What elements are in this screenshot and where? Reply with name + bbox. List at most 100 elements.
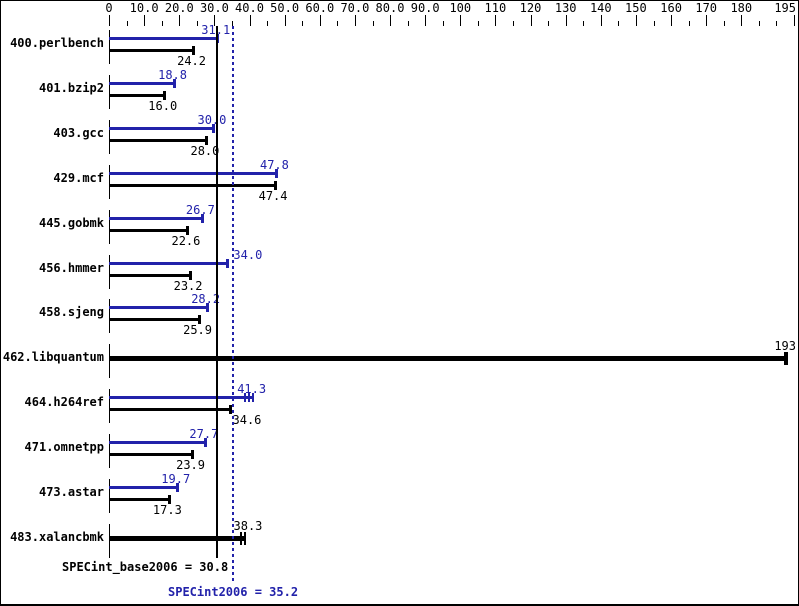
axis-major-tick [214, 15, 216, 26]
base-bar [109, 49, 194, 52]
axis-minor-tick [337, 21, 339, 26]
peak-bar [109, 441, 207, 444]
axis-minor-tick [653, 21, 655, 26]
row-axis-line [109, 75, 110, 109]
base-bar [109, 453, 193, 456]
axis-minor-tick [618, 21, 620, 26]
value-bar [109, 536, 244, 541]
axis-minor-tick [776, 21, 778, 26]
benchmark-label: 458.sjeng [38, 305, 104, 319]
benchmark-label: 456.hmmer [38, 261, 104, 275]
value-label: 193 [774, 339, 796, 353]
peak-bar [109, 217, 203, 220]
base-bar-endcap [205, 136, 209, 145]
axis-minor-tick [688, 21, 690, 26]
axis-minor-tick [302, 21, 304, 26]
axis-minor-tick [442, 21, 444, 26]
axis-tick-label: 20.0 [164, 1, 194, 15]
axis-minor-tick [477, 21, 479, 26]
axis-major-tick [530, 15, 532, 26]
axis-tick-label: 30.0 [199, 1, 229, 15]
axis-major-tick [284, 15, 286, 26]
base-value-label: 24.2 [177, 54, 206, 68]
axis-major-tick [144, 15, 146, 26]
peak-bar-endcap [204, 438, 208, 447]
peak-value-label: 34.0 [233, 248, 263, 262]
axis-major-tick [671, 15, 673, 26]
axis-minor-tick [126, 21, 128, 26]
peak-value-label: 31.1 [190, 24, 230, 37]
peak-bar [109, 306, 209, 309]
base-bar-endcap [192, 46, 195, 55]
value-bar-endcap [243, 532, 246, 545]
base-bar [109, 139, 208, 142]
base-value-label: 23.9 [176, 458, 205, 472]
axis-major-tick [425, 15, 427, 26]
axis-minor-tick [758, 21, 760, 26]
benchmark-label: 462.libquantum [2, 350, 104, 364]
axis-tick-label: 10.0 [129, 1, 159, 15]
summary-peak-score: SPECint2006 = 35.2 [168, 585, 299, 599]
axis-tick-label: 70.0 [340, 1, 370, 15]
base-bar [109, 274, 191, 277]
axis-major-tick [635, 15, 637, 26]
peak-value-label: 26.7 [185, 203, 215, 217]
axis-major-tick [460, 15, 462, 26]
base-value-label: 25.9 [183, 323, 212, 337]
axis-tick-label: 130 [554, 1, 577, 15]
axis-major-tick [495, 15, 497, 26]
axis-tick-label: 110 [484, 1, 507, 15]
benchmark-label: 445.gobmk [38, 216, 104, 230]
base-bar [109, 229, 189, 232]
peak-bar [109, 486, 179, 489]
axis-major-tick [794, 15, 795, 26]
axis-tick-label: 90.0 [410, 1, 440, 15]
row-axis-line [109, 165, 110, 199]
axis-tick-label: 195 [774, 1, 796, 15]
axis-minor-tick [407, 21, 409, 26]
summary-base-score: SPECint_base2006 = 30.8 [62, 560, 229, 574]
base-bar-endcap [167, 495, 171, 504]
base-value-label: 47.4 [258, 189, 288, 203]
base-bar [109, 184, 276, 187]
peak-value-label: 28.2 [191, 292, 221, 306]
peak-value-label: 30.0 [197, 113, 227, 127]
axis-minor-tick [513, 21, 514, 26]
peak-bar-endcap [244, 393, 247, 402]
row-axis-line [109, 524, 110, 558]
axis-major-tick [109, 15, 110, 26]
base-bar-endcap [198, 315, 201, 324]
base-bar-endcap [163, 91, 167, 100]
axis-tick-label: 160 [660, 1, 682, 15]
benchmark-label: 403.gcc [53, 126, 104, 140]
row-axis-line [109, 210, 110, 244]
benchmark-label: 429.mcf [53, 171, 104, 185]
axis-tick-label: 0 [105, 1, 113, 15]
value-bar-endcap [239, 532, 242, 545]
benchmark-label: 464.h264ref [24, 395, 104, 409]
base-value-label: 34.6 [232, 413, 262, 427]
peak-bar [109, 262, 229, 265]
peak-bar [109, 127, 215, 130]
peak-bar-endcap [226, 259, 230, 268]
axis-tick-label: 40.0 [235, 1, 264, 15]
base-bar-endcap [191, 450, 194, 459]
axis-major-tick [706, 15, 708, 26]
axis-major-tick [179, 15, 181, 26]
base-value-label: 22.6 [171, 234, 201, 248]
axis-minor-tick [723, 21, 725, 26]
benchmark-label: 471.omnetpp [24, 440, 104, 454]
axis-minor-tick [196, 21, 198, 26]
base-bar-endcap [228, 405, 232, 414]
peak-bar-endcap [200, 214, 204, 223]
benchmark-label: 400.perlbench [10, 36, 104, 50]
peak-value-label: 47.8 [259, 158, 289, 172]
benchmark-label: 401.bzip2 [38, 81, 104, 95]
axis-tick-label: 120 [519, 1, 542, 15]
axis-tick-label: 50.0 [270, 1, 300, 15]
axis-tick-label: 100 [449, 1, 472, 15]
axis-major-tick [354, 15, 356, 26]
base-value-label: 16.0 [148, 99, 178, 113]
axis-major-tick [390, 15, 391, 26]
